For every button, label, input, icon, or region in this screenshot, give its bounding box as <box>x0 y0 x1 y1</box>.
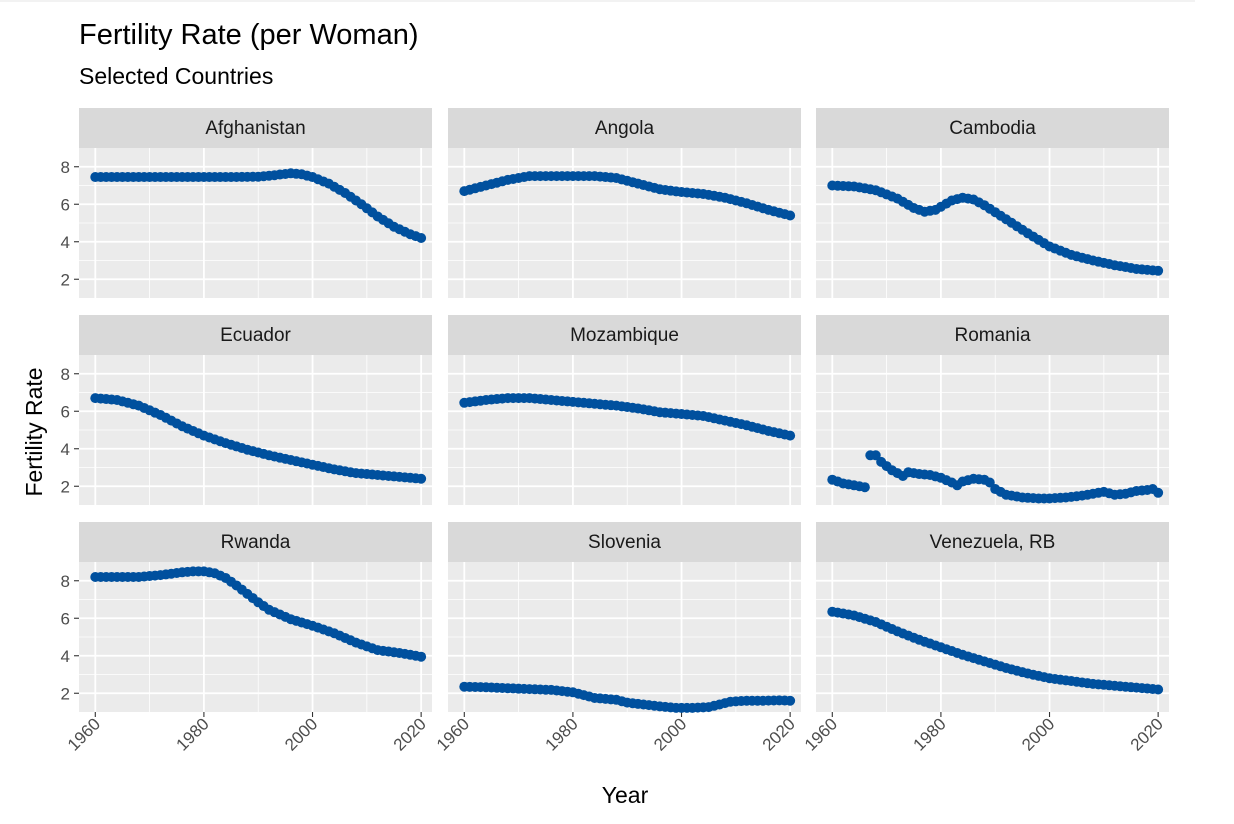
facet-strip-label: Slovenia <box>588 532 661 553</box>
x-tick-label: 1960 <box>801 714 841 754</box>
facet-strip-label: Afghanistan <box>205 118 305 139</box>
top-divider <box>0 0 1195 2</box>
y-tick-label: 4 <box>61 440 70 459</box>
facet-panels: Afghanistan 2 4 6 8 Angola Cambodia Ecuador 2 4 6 8… <box>61 108 1169 755</box>
chart-title: Fertility Rate (per Woman) <box>79 19 419 51</box>
y-tick-label: 4 <box>61 233 70 252</box>
data-point <box>416 233 427 243</box>
y-tick-label: 8 <box>61 365 70 384</box>
data-point <box>1153 487 1164 498</box>
y-tick-label: 4 <box>61 647 70 666</box>
data-point <box>870 450 881 461</box>
facet-panel: Rwanda 2 4 6 8 1960 1980 2000 2020 <box>61 522 432 755</box>
y-tick-label: 8 <box>61 572 70 591</box>
x-tick-label: 1980 <box>542 714 582 754</box>
x-tick-label: 1960 <box>433 714 473 754</box>
facet-strip <box>448 522 801 562</box>
facet-strip <box>816 522 1169 562</box>
series-points <box>90 393 427 484</box>
facet-strip-label: Romania <box>954 325 1030 346</box>
facet-strip <box>448 315 801 355</box>
series-points <box>827 450 1164 504</box>
facet-panel: Slovenia 1960 1980 2000 2020 <box>433 522 801 755</box>
series-points <box>90 168 427 243</box>
data-point <box>785 430 796 441</box>
x-axis-title: Year <box>602 782 649 808</box>
series-points <box>459 171 796 221</box>
data-point <box>984 477 995 488</box>
facet-panel: Romania <box>816 315 1169 505</box>
x-tick-label: 2000 <box>281 714 321 754</box>
y-axis-title: Fertility Rate <box>21 367 47 496</box>
y-tick-label: 6 <box>61 195 70 214</box>
x-tick-label: 2020 <box>759 714 799 754</box>
facet-panel: Venezuela, RB 1960 1980 2000 2020 <box>801 522 1169 755</box>
facet-strip <box>448 108 801 148</box>
facet-strip-label: Ecuador <box>220 325 291 346</box>
facet-strip <box>79 315 432 355</box>
x-tick-label: 1960 <box>64 714 104 754</box>
x-tick-label: 2020 <box>1127 714 1167 754</box>
facet-panel: Ecuador 2 4 6 8 <box>61 315 432 505</box>
facet-panel: Angola <box>448 108 801 298</box>
data-point <box>859 482 870 493</box>
facet-strip-label: Cambodia <box>949 118 1036 139</box>
series-points <box>459 681 796 713</box>
facet-strip-label: Mozambique <box>570 325 679 346</box>
y-tick-label: 6 <box>61 609 70 628</box>
series-points <box>827 180 1164 276</box>
x-tick-label: 1980 <box>173 714 213 754</box>
facet-strip <box>79 108 432 148</box>
series-points <box>827 606 1164 695</box>
data-point <box>1153 684 1164 695</box>
data-point <box>416 473 427 484</box>
facet-strip-label: Angola <box>595 118 655 139</box>
data-point <box>416 651 427 662</box>
chart-subtitle: Selected Countries <box>79 63 273 89</box>
facet-panel: Afghanistan 2 4 6 8 <box>61 108 432 298</box>
y-tick-label: 2 <box>61 684 70 703</box>
data-point <box>785 210 796 221</box>
facet-panel: Mozambique <box>448 315 801 505</box>
series-points <box>90 566 427 662</box>
x-tick-label: 2020 <box>390 714 430 754</box>
series-points <box>459 393 796 441</box>
facet-strip <box>816 108 1169 148</box>
x-tick-label: 2000 <box>1018 714 1058 754</box>
y-tick-label: 2 <box>61 477 70 496</box>
data-point <box>1153 265 1164 276</box>
x-tick-label: 2000 <box>650 714 690 754</box>
facet-strip-label: Venezuela, RB <box>930 532 1056 553</box>
data-point <box>785 695 796 706</box>
facet-panel: Cambodia <box>816 108 1169 298</box>
y-tick-label: 6 <box>61 402 70 421</box>
facet-strip <box>79 522 432 562</box>
facet-strip <box>816 315 1169 355</box>
y-tick-label: 8 <box>61 158 70 177</box>
y-tick-label: 2 <box>61 270 70 289</box>
facet-strip-label: Rwanda <box>221 532 291 553</box>
x-tick-label: 1980 <box>910 714 950 754</box>
